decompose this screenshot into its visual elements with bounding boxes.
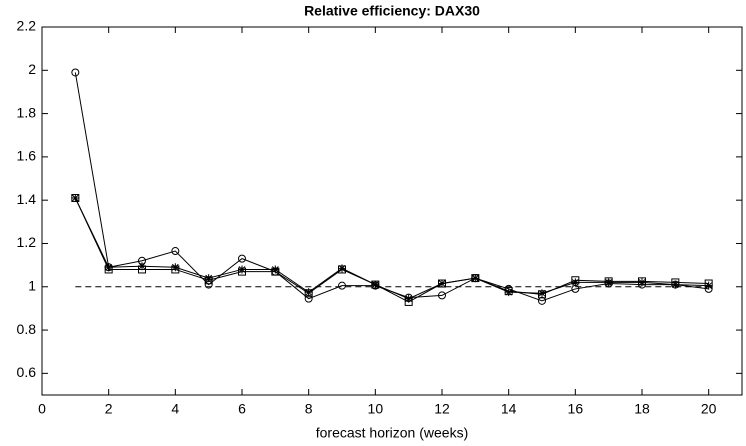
x-tick-label: 4: [171, 401, 179, 417]
marker: [638, 278, 646, 287]
x-tick-label: 0: [38, 401, 46, 417]
y-tick-label: 1.4: [17, 191, 37, 207]
y-tick-label: 0.6: [17, 364, 37, 380]
marker: [371, 280, 380, 289]
chart-title: Relative efficiency: DAX30: [304, 3, 480, 19]
marker: [238, 265, 246, 274]
x-axis-label: forecast horizon (weeks): [316, 425, 469, 441]
marker: [604, 278, 613, 287]
series-line: [74, 197, 709, 300]
marker: [438, 291, 446, 300]
marker: [138, 262, 146, 271]
x-tick-label: 6: [238, 401, 246, 417]
marker: [71, 194, 80, 203]
x-tick-label: 20: [701, 401, 717, 417]
marker: [171, 263, 180, 272]
y-tick-label: 1.2: [17, 234, 37, 250]
y-tick-label: 0.8: [17, 321, 37, 337]
y-tick-label: 1: [28, 277, 36, 293]
y-tick-label: 2: [28, 61, 36, 77]
marker: [704, 281, 713, 290]
y-tick-label: 1.8: [17, 104, 37, 120]
x-tick-label: 10: [368, 401, 384, 417]
marker: [471, 274, 480, 283]
x-tick-label: 14: [501, 401, 517, 417]
marker: [71, 68, 80, 77]
marker: [438, 279, 446, 288]
marker: [571, 278, 580, 287]
marker: [304, 288, 313, 297]
y-tick-label: 2.2: [17, 18, 37, 34]
marker: [338, 264, 346, 273]
marker: [171, 247, 180, 256]
series-line: [74, 197, 709, 303]
marker: [538, 296, 546, 305]
plot-frame: [41, 26, 743, 396]
series-line: [74, 72, 709, 302]
marker: [671, 280, 680, 289]
marker: [338, 281, 346, 290]
marker: [204, 274, 213, 283]
marker: [271, 265, 280, 274]
x-tick-label: 16: [568, 401, 584, 417]
x-tick-label: 12: [434, 401, 450, 417]
x-tick-label: 8: [305, 401, 313, 417]
x-tick-label: 2: [105, 401, 113, 417]
x-tick-label: 18: [634, 401, 650, 417]
y-tick-label: 1.6: [17, 148, 37, 164]
marker: [504, 288, 513, 297]
marker: [104, 263, 113, 272]
marker: [538, 289, 546, 298]
marker: [238, 254, 246, 263]
marker: [404, 294, 413, 303]
